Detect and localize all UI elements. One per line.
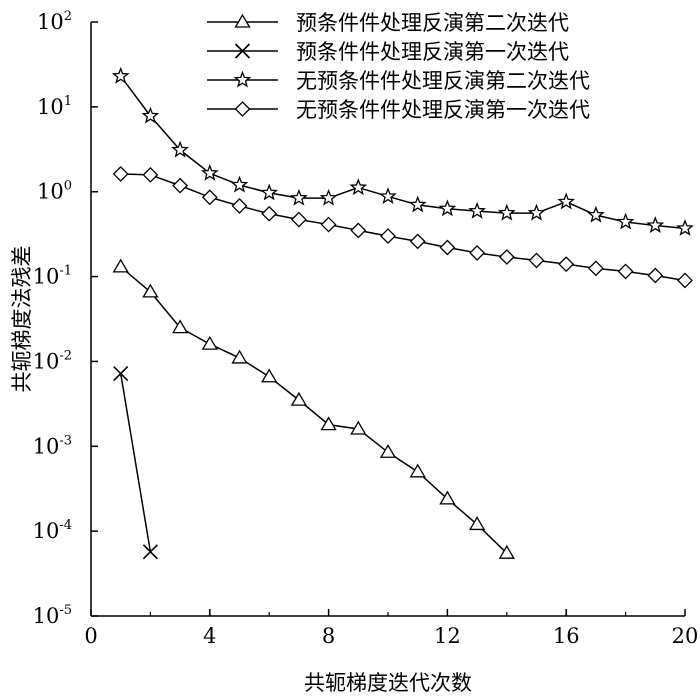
legend: 预条件件处理反演第二次迭代预条件件处理反演第一次迭代无预条件件处理反演第二次迭代… (207, 11, 590, 122)
data-point (380, 228, 396, 245)
series-diamond (112, 166, 693, 289)
data-point (676, 219, 694, 236)
data-point (587, 205, 605, 223)
data-point (142, 544, 158, 560)
legend-label: 预条件件处理反演第二次迭代 (296, 11, 569, 35)
data-point (201, 335, 218, 350)
data-point (558, 256, 575, 273)
y-tick-label: 10-3 (33, 433, 72, 458)
data-point (677, 272, 693, 289)
x-tick-label: 0 (84, 624, 97, 648)
data-point (290, 211, 307, 228)
data-point (439, 490, 456, 505)
data-point (409, 463, 426, 478)
legend-marker (234, 13, 251, 28)
legend-label: 无预条件件处理反演第一次迭代 (296, 98, 590, 122)
ticks-layer: 0 4 8 12 16 20 102 101 100 10-1 10-2 10-3 10-4 10-5 (33, 9, 699, 648)
data-point (320, 216, 337, 233)
legend-marker (234, 101, 251, 117)
y-tick-label: 10-4 (33, 518, 72, 543)
data-point (587, 260, 604, 277)
y-tick-label: 10-5 (33, 603, 72, 628)
data-point (468, 516, 486, 531)
data-point (290, 188, 308, 206)
series-x (113, 365, 158, 560)
data-point (171, 140, 189, 158)
x-tick-label: 16 (553, 624, 580, 648)
legend-entry: 无预条件件处理反演第二次迭代 (207, 69, 590, 93)
legend-entry: 预条件件处理反演第一次迭代 (207, 40, 569, 64)
data-point (261, 205, 278, 222)
data-point (260, 183, 279, 201)
x-tick-label: 4 (203, 624, 216, 648)
data-point (408, 195, 427, 213)
data-point (498, 249, 515, 265)
data-point (557, 192, 576, 210)
series-line (120, 173, 686, 282)
data-point (438, 199, 457, 217)
data-point (379, 187, 397, 204)
data-point (172, 177, 189, 194)
data-point (439, 239, 456, 256)
data-point (350, 222, 367, 239)
legend-entry: 无预条件件处理反演第一次迭代 (207, 98, 590, 122)
data-point (528, 252, 545, 269)
data-point (201, 189, 218, 206)
data-point (647, 267, 664, 284)
x-axis-label: 共轭梯度迭代次数 (304, 671, 472, 695)
y-tick-label: 102 (37, 9, 72, 34)
data-point (112, 258, 129, 273)
x-tick-label: 20 (672, 624, 699, 648)
legend-marker (234, 43, 251, 59)
data-point (261, 368, 278, 383)
y-tick-label: 101 (37, 94, 72, 119)
y-tick-label: 10-1 (33, 264, 72, 289)
legend-marker (233, 70, 252, 88)
data-point (141, 106, 160, 124)
y-tick-label: 10-2 (33, 348, 72, 373)
data-point (319, 188, 338, 206)
y-axis-label: 共轭梯度法残差 (10, 246, 34, 393)
data-point (498, 544, 515, 559)
series-star (111, 66, 694, 236)
series-layer (111, 66, 694, 560)
data-point (409, 233, 426, 250)
legend-label: 无预条件件处理反演第二次迭代 (296, 69, 590, 93)
data-point (231, 349, 248, 364)
data-point (616, 212, 635, 230)
x-tick-label: 8 (322, 624, 335, 648)
data-point (320, 416, 337, 431)
x-tick-label: 12 (434, 624, 461, 648)
data-point (200, 163, 219, 181)
series-line (119, 373, 152, 552)
data-point (231, 198, 248, 214)
series-line (120, 266, 508, 554)
legend-label: 预条件件处理反演第一次迭代 (296, 40, 569, 64)
data-point (230, 175, 249, 193)
data-point (497, 203, 516, 221)
data-point (142, 283, 159, 298)
data-point (142, 166, 159, 183)
series-triangle (112, 258, 515, 559)
data-point (469, 244, 486, 261)
data-point (113, 365, 129, 382)
data-point (349, 178, 368, 196)
data-point (290, 391, 308, 406)
data-point (111, 66, 130, 84)
y-tick-label: 100 (37, 179, 72, 204)
data-point (468, 201, 486, 219)
legend-entry: 预条件件处理反演第二次迭代 (207, 11, 569, 35)
data-point (646, 216, 665, 234)
data-point (112, 166, 129, 182)
data-point (617, 263, 634, 280)
data-point (527, 203, 546, 221)
data-point (350, 420, 367, 435)
data-point (171, 319, 189, 334)
data-point (379, 443, 397, 458)
